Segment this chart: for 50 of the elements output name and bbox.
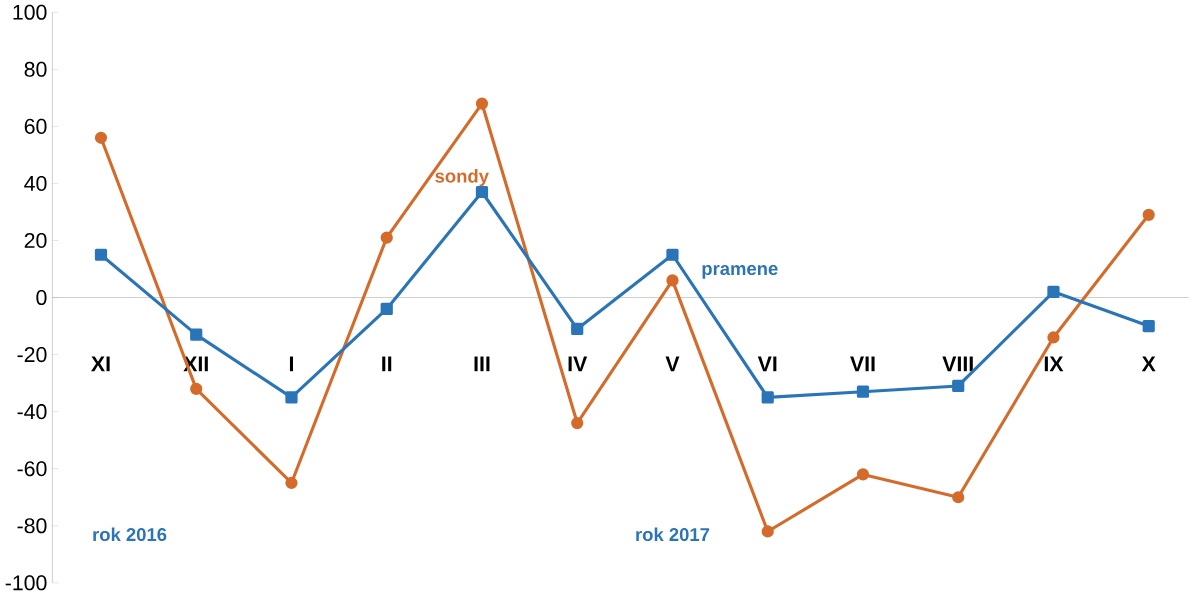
point xyxy=(475,97,489,110)
point xyxy=(571,322,584,335)
point xyxy=(571,416,584,430)
x-tick-label: X xyxy=(1141,356,1156,372)
point xyxy=(380,231,393,244)
point xyxy=(856,385,870,398)
y-tick-label: -40 xyxy=(17,404,47,420)
point xyxy=(952,491,965,504)
y-tick-label: 20 xyxy=(24,232,47,248)
point xyxy=(952,379,965,393)
point xyxy=(475,185,489,199)
y-tick-label: -20 xyxy=(17,347,47,363)
x-tick-label: I xyxy=(289,356,294,372)
point xyxy=(380,302,393,316)
x-tick-label: II xyxy=(382,356,392,372)
annotation: rok 2016 xyxy=(93,527,167,542)
point xyxy=(1047,331,1060,344)
y-tick-label: 80 xyxy=(24,61,47,77)
point xyxy=(190,382,203,395)
point xyxy=(285,476,298,490)
point xyxy=(761,391,774,404)
point xyxy=(190,328,203,341)
series-label: pramene xyxy=(702,264,778,279)
x-tick-label: XI xyxy=(91,356,110,372)
annotation: rok 2017 xyxy=(636,527,710,542)
y-tick-label: 60 xyxy=(24,118,47,134)
point xyxy=(1047,285,1060,298)
series-label: sondy xyxy=(435,169,489,187)
y-tick-label: 100 xyxy=(13,4,47,20)
x-tick-label: VI xyxy=(757,356,777,372)
point xyxy=(94,248,108,261)
y-tick-label: -100 xyxy=(5,575,47,591)
x-tick-label: IV xyxy=(568,356,588,372)
point xyxy=(1142,319,1155,333)
point xyxy=(761,525,774,538)
x-tick-label: VII xyxy=(850,356,875,372)
y-tick-label: 40 xyxy=(24,175,47,191)
point xyxy=(94,131,108,144)
x-tick-label: V xyxy=(665,356,680,372)
point xyxy=(666,248,679,261)
point xyxy=(1142,208,1155,221)
x-tick-label: VIII xyxy=(942,356,973,372)
x-tick-label: III xyxy=(474,356,490,372)
y-tick-label: 0 xyxy=(36,289,47,306)
y-tick-label: -80 xyxy=(17,518,47,534)
point xyxy=(285,391,298,404)
point xyxy=(856,468,870,481)
x-tick-label: IX xyxy=(1044,356,1064,372)
point xyxy=(666,274,679,287)
y-tick-label: -60 xyxy=(17,461,47,477)
